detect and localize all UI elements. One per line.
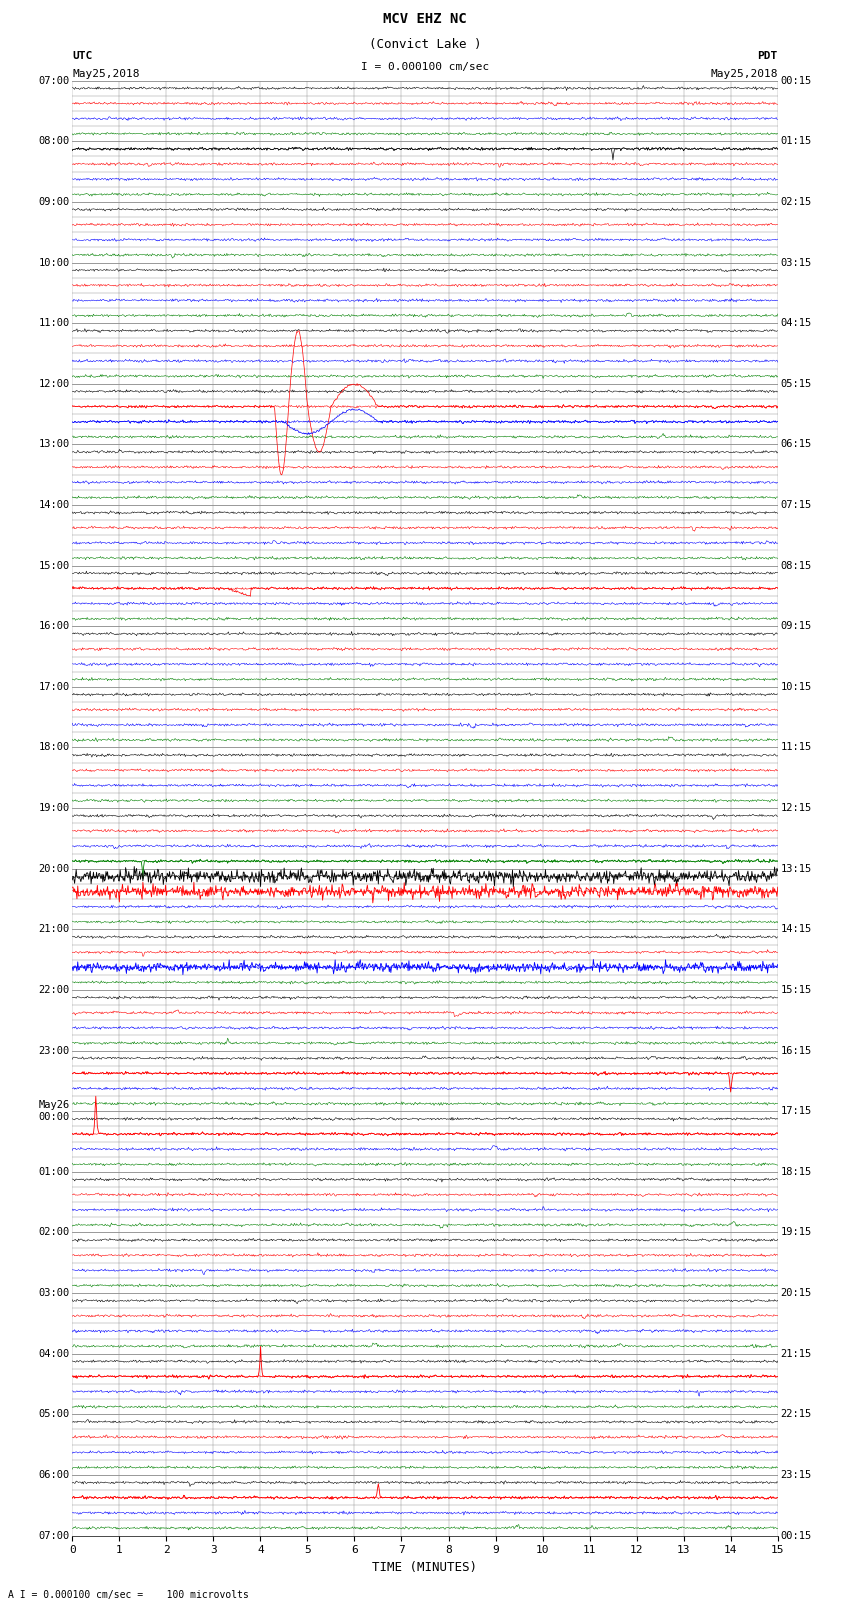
Text: 15:15: 15:15 (780, 986, 812, 995)
Text: 16:15: 16:15 (780, 1045, 812, 1055)
Text: 11:15: 11:15 (780, 742, 812, 753)
Text: 17:15: 17:15 (780, 1107, 812, 1116)
Text: 06:00: 06:00 (38, 1469, 70, 1481)
X-axis label: TIME (MINUTES): TIME (MINUTES) (372, 1561, 478, 1574)
Text: 21:15: 21:15 (780, 1348, 812, 1358)
Text: 09:15: 09:15 (780, 621, 812, 631)
Text: 14:00: 14:00 (38, 500, 70, 510)
Text: 07:00: 07:00 (38, 76, 70, 85)
Text: 13:00: 13:00 (38, 439, 70, 450)
Text: May26
00:00: May26 00:00 (38, 1100, 70, 1123)
Text: 19:00: 19:00 (38, 803, 70, 813)
Text: PDT: PDT (757, 52, 778, 61)
Text: 18:15: 18:15 (780, 1166, 812, 1177)
Text: 23:15: 23:15 (780, 1469, 812, 1481)
Text: 15:00: 15:00 (38, 561, 70, 571)
Text: 20:00: 20:00 (38, 863, 70, 874)
Text: 19:15: 19:15 (780, 1227, 812, 1237)
Text: 12:15: 12:15 (780, 803, 812, 813)
Text: I = 0.000100 cm/sec: I = 0.000100 cm/sec (361, 63, 489, 73)
Text: May25,2018: May25,2018 (711, 69, 778, 79)
Text: 13:15: 13:15 (780, 863, 812, 874)
Text: 23:00: 23:00 (38, 1045, 70, 1055)
Text: 12:00: 12:00 (38, 379, 70, 389)
Text: A I = 0.000100 cm/sec =    100 microvolts: A I = 0.000100 cm/sec = 100 microvolts (8, 1590, 249, 1600)
Text: MCV EHZ NC: MCV EHZ NC (383, 11, 467, 26)
Text: 01:15: 01:15 (780, 135, 812, 147)
Text: 05:15: 05:15 (780, 379, 812, 389)
Text: 08:15: 08:15 (780, 561, 812, 571)
Text: 22:15: 22:15 (780, 1410, 812, 1419)
Text: 22:00: 22:00 (38, 986, 70, 995)
Text: 08:00: 08:00 (38, 135, 70, 147)
Text: 00:15: 00:15 (780, 1531, 812, 1540)
Text: 04:00: 04:00 (38, 1348, 70, 1358)
Text: 14:15: 14:15 (780, 924, 812, 934)
Text: UTC: UTC (72, 52, 93, 61)
Text: 03:00: 03:00 (38, 1289, 70, 1298)
Text: 02:15: 02:15 (780, 197, 812, 206)
Text: 04:15: 04:15 (780, 318, 812, 327)
Text: 10:15: 10:15 (780, 682, 812, 692)
Text: 10:00: 10:00 (38, 258, 70, 268)
Text: 20:15: 20:15 (780, 1289, 812, 1298)
Text: 07:15: 07:15 (780, 500, 812, 510)
Text: 21:00: 21:00 (38, 924, 70, 934)
Text: (Convict Lake ): (Convict Lake ) (369, 37, 481, 52)
Text: 01:00: 01:00 (38, 1166, 70, 1177)
Text: 07:00: 07:00 (38, 1531, 70, 1540)
Text: May25,2018: May25,2018 (72, 69, 139, 79)
Text: 09:00: 09:00 (38, 197, 70, 206)
Text: 18:00: 18:00 (38, 742, 70, 753)
Text: 03:15: 03:15 (780, 258, 812, 268)
Text: 00:15: 00:15 (780, 76, 812, 85)
Text: 16:00: 16:00 (38, 621, 70, 631)
Text: 05:00: 05:00 (38, 1410, 70, 1419)
Text: 06:15: 06:15 (780, 439, 812, 450)
Text: 17:00: 17:00 (38, 682, 70, 692)
Text: 02:00: 02:00 (38, 1227, 70, 1237)
Text: 11:00: 11:00 (38, 318, 70, 327)
